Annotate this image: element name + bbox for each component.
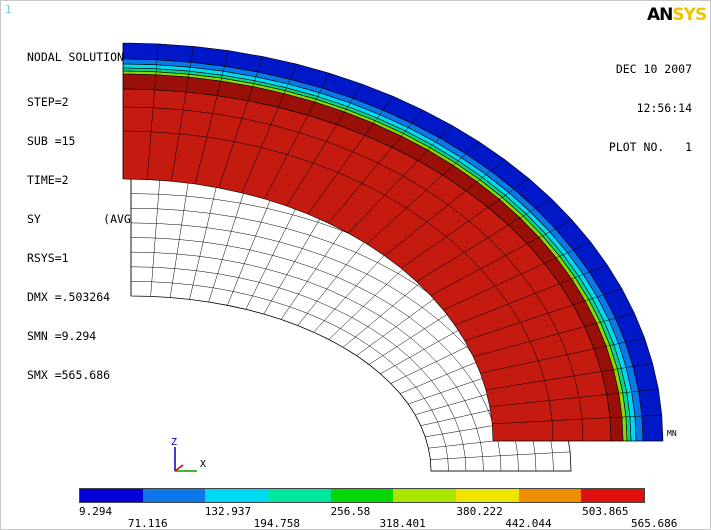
element-line	[416, 198, 552, 282]
plot-info: DEC 10 2007 12:56:14 PLOT NO. 1	[609, 37, 692, 180]
step-line: STEP=2	[27, 95, 69, 109]
dmx-line: DMX =.503264	[27, 290, 111, 304]
legend-color-cell	[456, 489, 519, 502]
element-line	[464, 288, 622, 341]
plot-title: NODAL SOLUTION	[27, 50, 124, 64]
element-line	[454, 264, 608, 326]
element-line	[473, 312, 635, 358]
element-line	[122, 106, 584, 442]
element-line	[384, 159, 505, 256]
element-line	[241, 64, 297, 194]
element-line	[122, 130, 554, 442]
element-line	[348, 125, 452, 234]
coordinate-triad-icon	[174, 447, 197, 472]
element-line	[430, 219, 573, 296]
legend-color-cell	[142, 489, 206, 502]
element-line	[489, 388, 659, 408]
ansys-logo: ANSYS	[647, 5, 707, 25]
axis-z-label: Z	[171, 437, 178, 448]
mesh-line	[430, 451, 571, 460]
mesh-line	[150, 179, 161, 297]
result-item-line: SY (AVG)	[27, 212, 138, 226]
time-line: TIME=2	[27, 173, 69, 187]
mesh-line	[189, 184, 218, 300]
legend-color-cell	[205, 489, 269, 502]
element-line	[171, 46, 194, 182]
element-line	[264, 73, 330, 200]
element-line	[218, 56, 263, 189]
legend-value-label: 380.222	[456, 505, 503, 518]
legend-value-label: 318.401	[379, 517, 426, 530]
sub-line: SUB =15	[27, 134, 76, 148]
smn-line: SMN =9.294	[27, 329, 97, 343]
legend-color-cell	[330, 489, 394, 502]
mesh-line	[263, 208, 326, 315]
smx-line: SMX =565.686	[27, 368, 111, 382]
element-line	[401, 178, 530, 269]
mesh-line	[245, 201, 300, 310]
element-line	[146, 43, 159, 180]
element-line	[328, 109, 424, 224]
mesh-line	[169, 181, 189, 298]
legend-value-label: 503.865	[582, 505, 629, 518]
legend-color-cell	[268, 489, 331, 502]
mesh-line	[208, 188, 246, 303]
mesh-line	[227, 194, 273, 306]
legend-color-cell	[393, 489, 457, 502]
plot-number: PLOT NO. 1	[608, 140, 692, 154]
legend-color-cell	[80, 489, 143, 502]
plot-time: 12:56:14	[636, 101, 692, 115]
contour-legend-bar	[79, 488, 645, 503]
element-line	[443, 241, 591, 311]
legend-value-label: 194.758	[253, 517, 301, 530]
legend-value-label: 71.116	[127, 517, 168, 530]
window-number: 1	[5, 3, 12, 16]
element-line	[492, 414, 662, 425]
legend-value-label: 132.937	[204, 505, 252, 518]
element-line	[480, 337, 645, 374]
element-line	[194, 50, 229, 185]
legend-value-label: 256.58	[330, 505, 371, 518]
legend-value-label: 565.686	[631, 517, 678, 530]
mesh-line	[297, 228, 376, 326]
element-line	[366, 141, 480, 245]
rsys-line: RSYS=1	[27, 251, 69, 265]
legend-color-cell	[518, 489, 582, 502]
legend-value-label: 442.044	[505, 517, 552, 530]
legend-value-label: 9.294	[79, 505, 113, 518]
mesh-line	[280, 217, 352, 320]
legend-color-cell	[581, 489, 645, 502]
element-line	[307, 96, 394, 215]
plot-date: DEC 10 2007	[615, 62, 692, 76]
min-marker-label: MN	[667, 429, 677, 438]
element-line	[485, 363, 653, 391]
axis-x-label: X	[200, 459, 207, 470]
element-line	[286, 83, 363, 207]
nodal-solution-info: NODAL SOLUTION STEP=2 SUB =15 TIME=2 SY …	[27, 25, 138, 408]
